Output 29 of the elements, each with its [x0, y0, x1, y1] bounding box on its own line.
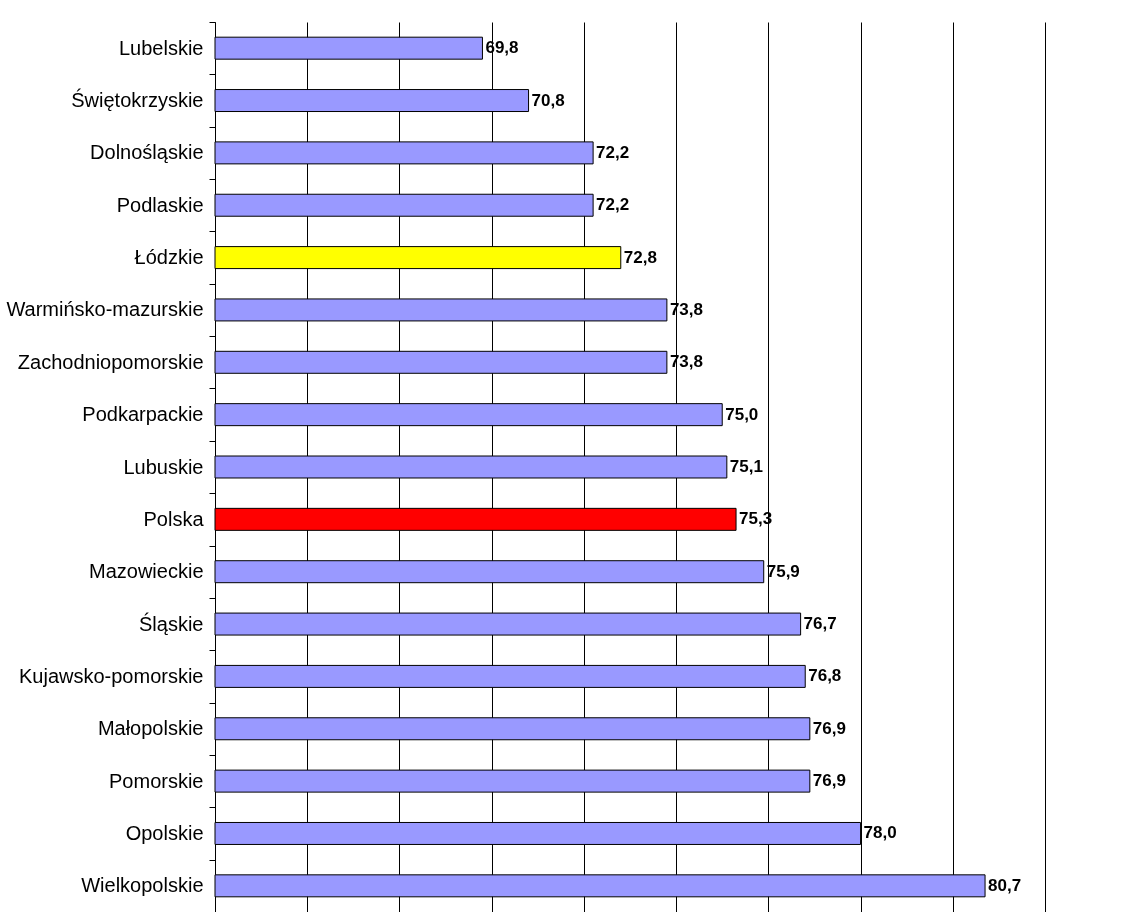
y-tick-label: Kujawsko-pomorskie — [18, 664, 204, 687]
y-tick-label: Mazowieckie — [89, 560, 204, 583]
y-tick-label: Opolskie — [125, 821, 204, 844]
data-label: 75,1 — [729, 457, 763, 476]
y-tick-label: Wielkopolskie — [81, 874, 204, 897]
y-tick-label: Zachodniopomorskie — [17, 350, 204, 373]
data-label: 76,9 — [812, 771, 846, 791]
data-label: 72,8 — [623, 247, 657, 267]
y-tick-label: Śląskie — [139, 611, 204, 635]
data-label: 76,9 — [812, 718, 846, 738]
data-label: 76,8 — [808, 666, 842, 686]
y-tick-label: Pomorskie — [109, 769, 204, 792]
data-label: 70,8 — [531, 90, 565, 110]
y-tick-label: Podlaskie — [116, 193, 204, 216]
y-tick-label: Lubuskie — [123, 455, 204, 478]
data-label: 72,2 — [596, 195, 630, 215]
y-tick-label: Warmińsko-mazurskie — [6, 298, 204, 321]
data-label: 78,0 — [863, 823, 897, 843]
data-label: 75,0 — [725, 404, 759, 424]
data-label: 72,2 — [596, 142, 630, 162]
y-tick-label: Świętokrzyskie — [71, 88, 204, 112]
y-tick-label: Polska — [143, 507, 205, 530]
y-tick-label: Podkarpackie — [82, 403, 204, 426]
data-label: 80,7 — [988, 875, 1022, 895]
y-tick-label: Dolnośląskie — [90, 141, 204, 164]
y-tick-label: Lubelskie — [118, 36, 204, 59]
data-label: 76,7 — [803, 614, 837, 634]
y-tick-label: Małopolskie — [97, 717, 204, 740]
y-tick-label: Łódzkie — [134, 246, 204, 269]
